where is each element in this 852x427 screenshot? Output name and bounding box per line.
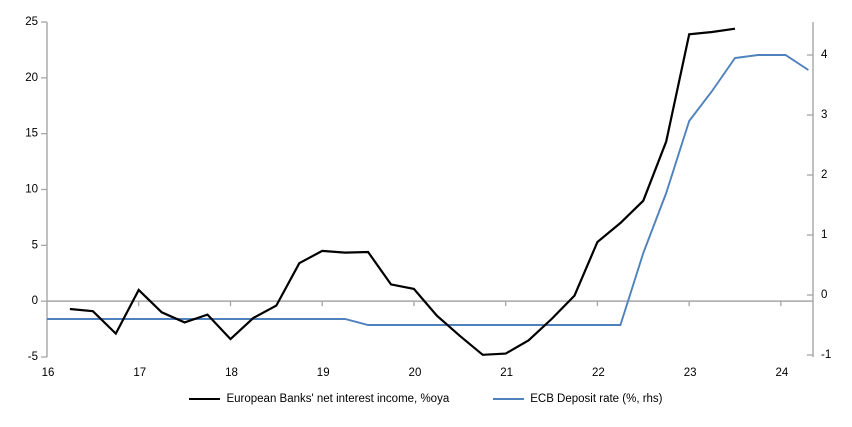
chart-legend: European Banks' net interest income, %oy… xyxy=(0,393,852,405)
x-axis-tick-label: 24 xyxy=(775,367,788,379)
y-left-tick-label: 15 xyxy=(25,128,38,140)
y-right-tick-label: 4 xyxy=(821,49,828,61)
y-right-tick-label: 3 xyxy=(821,109,827,121)
legend-item-net-interest-income: European Banks' net interest income, %oy… xyxy=(189,393,449,405)
x-axis-tick-label: 18 xyxy=(225,367,238,379)
y-left-tick-label: 20 xyxy=(25,72,38,84)
y-right-tick-label: -1 xyxy=(821,349,831,361)
x-axis-tick-label: 21 xyxy=(500,367,513,379)
ecb-deposit-rate-line xyxy=(47,54,809,326)
x-axis-tick-label: 19 xyxy=(317,367,330,379)
y-left-tick-label: -5 xyxy=(28,351,38,363)
y-left-tick-label: 25 xyxy=(25,16,38,28)
legend-item-ecb-deposit-rate: ECB Deposit rate (%, rhs) xyxy=(493,393,663,405)
x-axis-tick-label: 23 xyxy=(684,367,697,379)
blue-line-swatch-icon xyxy=(493,398,525,400)
net-interest-income-line xyxy=(69,27,736,356)
y-right-tick-label: 1 xyxy=(821,229,827,241)
x-axis-tick-label: 17 xyxy=(133,367,146,379)
y-left-tick-label: 0 xyxy=(32,295,38,307)
y-left-tick-label: 10 xyxy=(25,184,38,196)
y-right-tick-label: 2 xyxy=(821,169,827,181)
x-axis-tick-label: 16 xyxy=(42,367,55,379)
x-axis-tick-label: 20 xyxy=(409,367,422,379)
y-left-tick-label: 5 xyxy=(32,239,38,251)
x-axis-tick-label: 22 xyxy=(592,367,605,379)
legend-label-ecb-deposit-rate: ECB Deposit rate (%, rhs) xyxy=(530,393,663,405)
black-line-swatch-icon xyxy=(189,398,221,400)
legend-label-net-interest-income: European Banks' net interest income, %oy… xyxy=(226,393,450,405)
y-right-tick-label: 0 xyxy=(821,289,827,301)
